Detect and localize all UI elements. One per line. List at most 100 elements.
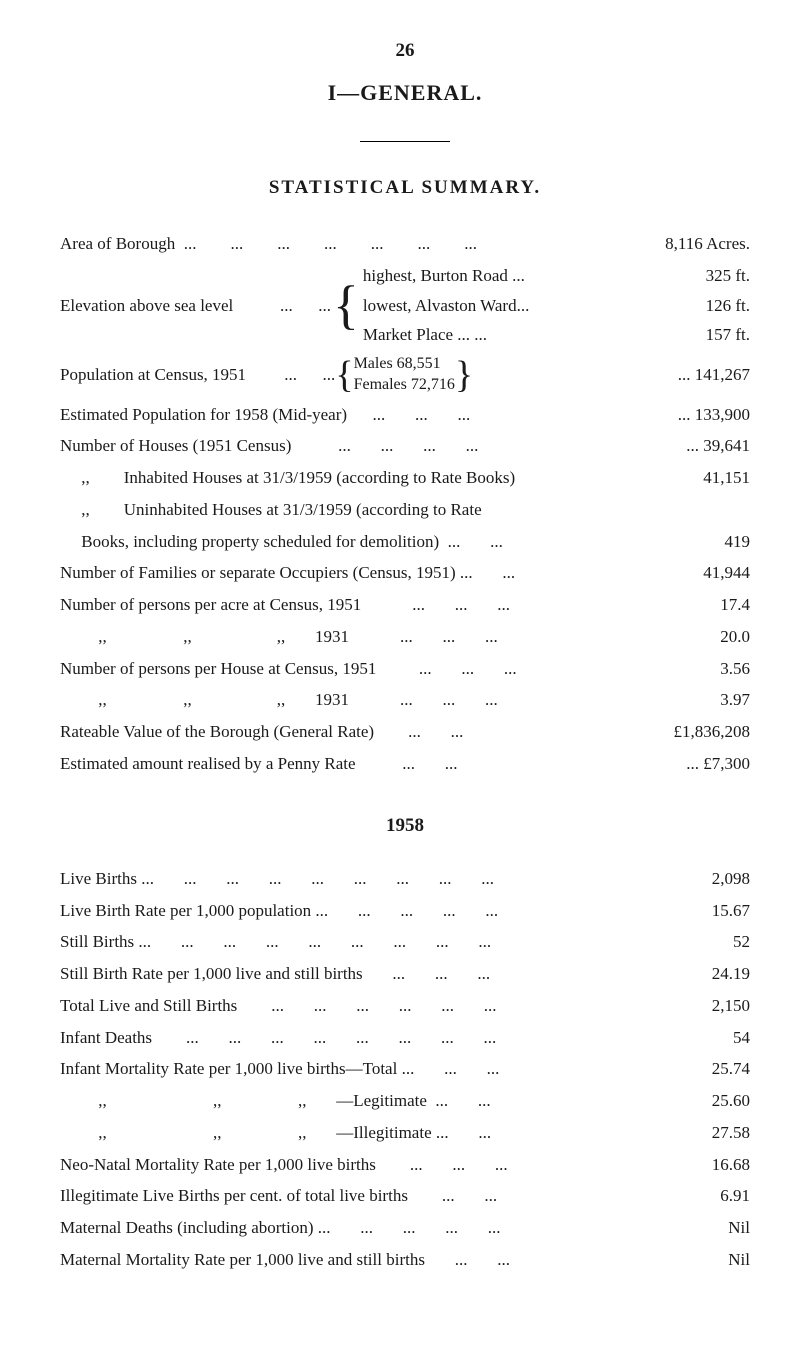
stat-row: Total Live and Still Births ... ... ... … — [60, 991, 750, 1021]
elevation-row: Elevation above sea level ... ... { high… — [60, 261, 750, 350]
stat-value: 6.91 — [712, 1181, 750, 1211]
stat-value: Nil — [720, 1245, 750, 1275]
bracket-lines: highest, Burton Road ... 325 ft. lowest,… — [363, 261, 750, 350]
stat-label: Illegitimate Live Births per cent. of to… — [60, 1181, 712, 1211]
stat-row: ,, Inhabited Houses at 31/3/1959 (accord… — [60, 463, 750, 493]
stat-label: Maternal Deaths (including abortion) ...… — [60, 1213, 720, 1243]
stat-row: Infant Deaths ... ... ... ... ... ... ..… — [60, 1023, 750, 1053]
stat-row: Number of Families or separate Occupiers… — [60, 558, 750, 588]
stat-label: Number of persons per House at Census, 1… — [60, 654, 712, 684]
stat-label: Infant Deaths ... ... ... ... ... ... ..… — [60, 1023, 725, 1053]
stat-row: ,, ,, ,, 1931 ... ... ... 20.0 — [60, 622, 750, 652]
divider-line — [360, 141, 450, 142]
females-text: Females 72,716 — [354, 375, 455, 396]
stat-row: Infant Mortality Rate per 1,000 live bir… — [60, 1054, 750, 1084]
stat-value: 20.0 — [712, 622, 750, 652]
stat-value: ... 141,267 — [473, 360, 750, 390]
stat-label: Number of Families or separate Occupiers… — [60, 558, 695, 588]
stat-value: 15.67 — [704, 896, 750, 926]
stat-row: Live Birth Rate per 1,000 population ...… — [60, 896, 750, 926]
stat-row: Illegitimate Live Births per cent. of to… — [60, 1181, 750, 1211]
stat-value: £1,836,208 — [666, 717, 751, 747]
stat-row: Number of Houses (1951 Census) ... ... .… — [60, 431, 750, 461]
stat-value: 17.4 — [712, 590, 750, 620]
stat-label: Still Births ... ... ... ... ... ... ...… — [60, 927, 725, 957]
stat-value: 3.56 — [712, 654, 750, 684]
brace-right-icon: } — [455, 360, 473, 390]
stat-row: Rateable Value of the Borough (General R… — [60, 717, 750, 747]
bracket-value: 325 ft. — [706, 261, 750, 291]
stat-value: 25.74 — [704, 1054, 750, 1084]
stat-row: ,, ,, ,, —Legitimate ... ... 25.60 — [60, 1086, 750, 1116]
stat-label: Neo-Natal Mortality Rate per 1,000 live … — [60, 1150, 704, 1180]
stat-row: Estimated amount realised by a Penny Rat… — [60, 749, 750, 779]
stat-row: ,, ,, ,, 1931 ... ... ... 3.97 — [60, 685, 750, 715]
stat-value: 2,098 — [704, 864, 750, 894]
stat-row: Number of persons per acre at Census, 19… — [60, 590, 750, 620]
stat-label: Live Birth Rate per 1,000 population ...… — [60, 896, 704, 926]
stat-value: 419 — [717, 527, 751, 557]
stat-value: 25.60 — [704, 1086, 750, 1116]
stat-row: Maternal Mortality Rate per 1,000 live a… — [60, 1245, 750, 1275]
stat-label: Population at Census, 1951 ... ... — [60, 360, 335, 390]
year-header: 1958 — [60, 809, 750, 842]
stat-label: Estimated amount realised by a Penny Rat… — [60, 749, 678, 779]
stat-value: 2,150 — [704, 991, 750, 1021]
stat-label: Estimated Population for 1958 (Mid-year)… — [60, 400, 670, 430]
stat-label: Number of Houses (1951 Census) ... ... .… — [60, 431, 678, 461]
stat-value: ... 133,900 — [670, 400, 750, 430]
sub-title: STATISTICAL SUMMARY. — [60, 177, 750, 199]
stat-label: ,, ,, ,, —Illegitimate ... ... — [60, 1118, 704, 1148]
stat-value: 16.68 — [704, 1150, 750, 1180]
bracket-text: lowest, Alvaston Ward... — [363, 291, 529, 321]
stat-value: Nil — [720, 1213, 750, 1243]
document-page: 26 I—GENERAL. STATISTICAL SUMMARY. Area … — [0, 0, 800, 1317]
brace-left-icon: { — [335, 360, 353, 390]
section-title: I—GENERAL. — [60, 80, 750, 106]
stat-row: Still Births ... ... ... ... ... ... ...… — [60, 927, 750, 957]
stat-row: Still Birth Rate per 1,000 live and stil… — [60, 959, 750, 989]
statistics-block: Area of Borough ... ... ... ... ... ... … — [60, 229, 750, 1275]
stat-label: Number of persons per acre at Census, 19… — [60, 590, 712, 620]
bracket-row: Market Place ... ... 157 ft. — [363, 320, 750, 350]
stat-label: Elevation above sea level ... ... — [60, 291, 331, 321]
stat-label: ,, Uninhabited Houses at 31/3/1959 (acco… — [60, 495, 750, 525]
stat-label: ,, ,, ,, —Legitimate ... ... — [60, 1086, 704, 1116]
stat-row: Neo-Natal Mortality Rate per 1,000 live … — [60, 1150, 750, 1180]
bracket-row: highest, Burton Road ... 325 ft. — [363, 261, 750, 291]
pop-lines: Males 68,551 Females 72,716 — [354, 354, 455, 396]
bracket-text: highest, Burton Road ... — [363, 261, 525, 291]
brace-wrap: { Males 68,551 Females 72,716 } — [335, 354, 473, 396]
stat-row: Maternal Deaths (including abortion) ...… — [60, 1213, 750, 1243]
stat-row: Live Births ... ... ... ... ... ... ... … — [60, 864, 750, 894]
page-number: 26 — [60, 40, 750, 62]
stat-value: 27.58 — [704, 1118, 750, 1148]
bracket-value: 157 ft. — [706, 320, 750, 350]
stat-value: 41,151 — [695, 463, 750, 493]
bracket-row: lowest, Alvaston Ward... 126 ft. — [363, 291, 750, 321]
stat-value: 8,116 Acres. — [657, 229, 750, 259]
stat-label: ,, ,, ,, 1931 ... ... ... — [60, 685, 712, 715]
stat-label: Books, including property scheduled for … — [60, 527, 717, 557]
stat-value: 54 — [725, 1023, 750, 1053]
stat-label: Rateable Value of the Borough (General R… — [60, 717, 666, 747]
stat-value: 41,944 — [695, 558, 750, 588]
stat-value: 24.19 — [704, 959, 750, 989]
stat-value: 3.97 — [712, 685, 750, 715]
stat-row: Estimated Population for 1958 (Mid-year)… — [60, 400, 750, 430]
stat-row: Number of persons per House at Census, 1… — [60, 654, 750, 684]
bracket-group: { highest, Burton Road ... 325 ft. lowes… — [331, 261, 750, 350]
stat-label: ,, ,, ,, 1931 ... ... ... — [60, 622, 712, 652]
stat-label: ,, Inhabited Houses at 31/3/1959 (accord… — [60, 463, 695, 493]
stat-value: 52 — [725, 927, 750, 957]
stat-label: Live Births ... ... ... ... ... ... ... … — [60, 864, 704, 894]
stat-label: Still Birth Rate per 1,000 live and stil… — [60, 959, 704, 989]
bracket-text: Market Place ... ... — [363, 320, 487, 350]
stat-label: Total Live and Still Births ... ... ... … — [60, 991, 704, 1021]
stat-row: Area of Borough ... ... ... ... ... ... … — [60, 229, 750, 259]
population-row: Population at Census, 1951 ... ... { Mal… — [60, 354, 750, 396]
stat-row: ,, ,, ,, —Illegitimate ... ... 27.58 — [60, 1118, 750, 1148]
stat-label: Maternal Mortality Rate per 1,000 live a… — [60, 1245, 720, 1275]
stat-label: Infant Mortality Rate per 1,000 live bir… — [60, 1054, 704, 1084]
stat-value: ... £7,300 — [678, 749, 750, 779]
